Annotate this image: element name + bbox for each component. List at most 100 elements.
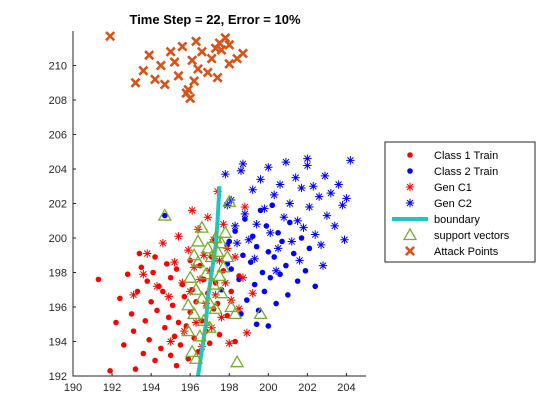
class-1-train-point: [124, 271, 131, 278]
gen-c1-point: [139, 270, 148, 279]
class-2-train-point: [267, 274, 274, 281]
x-tick-label: 192: [103, 382, 121, 394]
class-2-train-point: [244, 297, 250, 303]
support-vectors-point: [206, 277, 221, 290]
class-1-train-point: [173, 266, 180, 272]
support-vectors-point: [210, 244, 225, 257]
support-vectors-point: [183, 270, 198, 283]
gen-c1-point: [221, 278, 230, 288]
attack-points-point: [150, 74, 161, 85]
legend-item-gen-c1: Gen C1: [405, 182, 472, 194]
class-2-train-point: [263, 223, 270, 229]
gen-c2-point: [340, 235, 349, 244]
gen-c2-point: [275, 180, 285, 189]
gen-c2-series: [221, 154, 355, 275]
class-2-train-point: [298, 235, 305, 241]
support-vectors-point: [186, 247, 202, 261]
class-1-train-point: [185, 355, 192, 362]
support-vectors-point: [200, 241, 215, 254]
legend-swatch: [405, 182, 415, 192]
class-1-train-point: [160, 288, 166, 295]
data-marks: [95, 31, 355, 377]
attack-points-point: [191, 36, 202, 47]
class-2-train-point: [283, 262, 289, 269]
support-vectors-point: [194, 220, 210, 233]
gen-c1-point: [164, 292, 173, 301]
legend-item-class-1-train: Class 1 Train: [407, 150, 498, 162]
gen-c2-point: [309, 182, 318, 191]
gen-c1-point: [166, 337, 175, 346]
class-2-train-point: [265, 249, 272, 255]
class-1-train-point: [167, 352, 174, 359]
attack-points-point: [214, 38, 225, 49]
class-2-train-point: [302, 267, 309, 274]
class-2-train-point: [253, 321, 260, 328]
chart-title: Time Step = 22, Error = 10%: [129, 12, 300, 27]
support-vectors-point: [190, 234, 206, 247]
legend-swatch: [404, 245, 416, 257]
legend-label: Class 1 Train: [434, 150, 498, 162]
legend-item-class-2-train: Class 2 Train: [407, 166, 498, 178]
gen-c1-point: [174, 232, 183, 241]
class-1-train-point: [107, 368, 113, 374]
gen-c2-point: [273, 244, 283, 253]
class-1-train-point: [177, 342, 184, 348]
support-vectors-point: [190, 254, 206, 268]
attack-points-point: [159, 79, 170, 90]
gen-c2-point: [322, 211, 332, 220]
class-2-train-point: [261, 288, 268, 295]
legend-label: Gen C1: [434, 182, 472, 194]
y-tick-label: 204: [49, 164, 67, 176]
class-1-train-point: [167, 274, 174, 281]
class-1-train-point: [232, 338, 238, 345]
gen-c1-point: [223, 244, 232, 253]
gen-c1-point: [240, 202, 250, 212]
attack-points-point: [224, 39, 235, 50]
gen-c1-point: [215, 256, 224, 265]
support-vectors-point: [208, 301, 223, 314]
attack-points-series: [105, 31, 248, 104]
gen-c1-point: [199, 251, 209, 260]
class-1-train-point: [224, 312, 231, 319]
class-1-train-point: [113, 319, 119, 326]
gen-c1-point: [219, 220, 228, 229]
class-2-train-point: [162, 212, 168, 219]
attack-points-point: [173, 70, 184, 81]
gen-c2-point: [316, 240, 326, 250]
gen-c2-point: [295, 256, 304, 265]
x-tick-label: 198: [220, 382, 238, 394]
support-vectors-point: [208, 230, 223, 244]
gen-c2-point: [299, 223, 308, 232]
support-vectors-point: [196, 313, 211, 326]
attack-points-point: [165, 46, 176, 57]
support-vectors-point: [186, 306, 202, 320]
x-tick-label: 204: [337, 382, 355, 394]
gen-c1-point: [187, 206, 197, 215]
attack-points-point: [187, 55, 198, 66]
gen-c1-point: [211, 290, 220, 300]
class-1-train-point: [191, 335, 197, 341]
gen-c2-point: [281, 157, 291, 167]
legend-item-support-vectors: support vectors: [402, 227, 510, 242]
gen-c2-point: [244, 235, 253, 244]
legend-item-attack-points: Attack Points: [404, 245, 499, 258]
gen-c2-point: [236, 166, 246, 175]
gen-c1-point: [129, 290, 138, 300]
class-2-train-point: [285, 292, 291, 298]
attack-points-point: [130, 77, 141, 88]
attack-points-point: [189, 75, 200, 87]
class-2-train-point: [290, 250, 297, 257]
class-1-train-point: [175, 319, 182, 326]
class-1-train-point: [95, 276, 102, 283]
gen-c1-point: [191, 318, 201, 327]
support-vectors-point: [218, 225, 233, 238]
gen-c1-point: [203, 213, 212, 222]
support-vectors-point: [202, 296, 217, 309]
class-2-train-point: [279, 238, 285, 245]
legend-swatch: [407, 152, 413, 158]
gen-c2-point: [342, 194, 351, 203]
support-vectors-point: [188, 282, 204, 295]
support-vectors-point: [214, 235, 229, 249]
gen-c2-point: [264, 163, 273, 172]
